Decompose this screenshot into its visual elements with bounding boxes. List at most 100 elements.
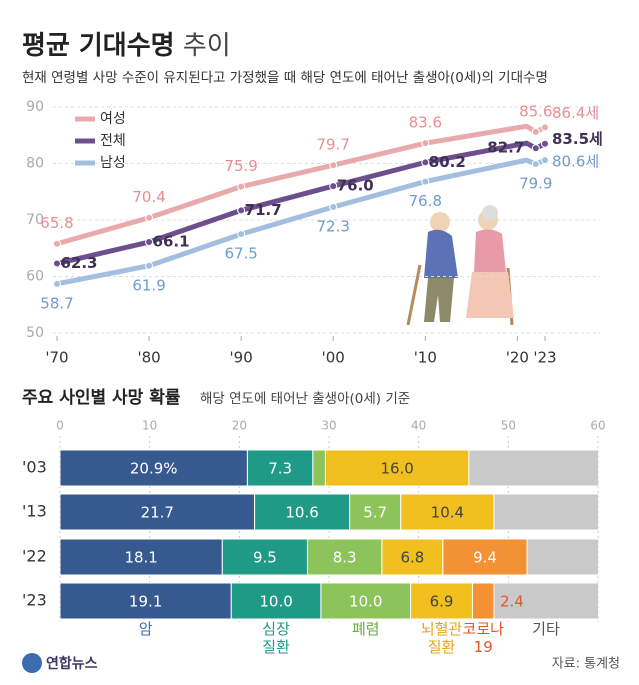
logo: 연합뉴스 bbox=[46, 655, 98, 672]
value-label: 6.9 bbox=[430, 593, 454, 611]
x-tick-label: '23 bbox=[533, 349, 556, 367]
point bbox=[542, 124, 549, 131]
value-label: 71.7 bbox=[245, 201, 282, 219]
illustration bbox=[408, 205, 514, 325]
bar-segment bbox=[469, 450, 639, 486]
value-label: 6.8 bbox=[400, 549, 424, 567]
value-label: 16.0 bbox=[380, 460, 413, 478]
category-label: '03 bbox=[22, 458, 47, 477]
bar-segment bbox=[527, 539, 639, 575]
page: 평균 기대수명 추이 현재 연령별 사망 수준이 유지된다고 가정했을 때 해당… bbox=[0, 0, 639, 685]
value-label: 82.7 bbox=[487, 139, 524, 157]
point bbox=[238, 207, 245, 214]
point bbox=[422, 159, 429, 166]
chart-title: 평균 기대수명 추이 bbox=[22, 31, 231, 61]
x-tick-label: '70 bbox=[45, 349, 68, 367]
y-tick-label: 90 bbox=[26, 99, 44, 115]
subtitle: 현재 연령별 사망 수준이 유지된다고 가정했을 때 해당 연도에 태어난 출생… bbox=[22, 70, 548, 86]
legend-label: 코로나 19 bbox=[463, 620, 504, 656]
value-label: 10.0 bbox=[349, 593, 382, 611]
value-label: 83.5세 bbox=[552, 130, 603, 148]
value-label: 75.9 bbox=[224, 157, 257, 175]
bar-subtitle: 해당 연도에 태어난 출생아(0세) 기준 bbox=[200, 391, 410, 407]
legend-label: 암 bbox=[139, 620, 153, 638]
point bbox=[146, 214, 153, 221]
point bbox=[330, 162, 337, 169]
value-label: 85.6 bbox=[519, 102, 552, 120]
legend-label: 폐렴 bbox=[352, 620, 380, 638]
chart: 평균 기대수명 추이 현재 연령별 사망 수준이 유지된다고 가정했을 때 해당… bbox=[0, 0, 639, 685]
value-label: 76.8 bbox=[409, 192, 442, 210]
value-label: 72.3 bbox=[317, 218, 350, 236]
point bbox=[542, 157, 549, 164]
title-suffix: 추이 bbox=[183, 31, 231, 61]
x-tick-label: 50 bbox=[501, 419, 516, 433]
category-label: '23 bbox=[22, 591, 47, 610]
value-label: 66.1 bbox=[153, 233, 190, 251]
point bbox=[146, 262, 153, 269]
point bbox=[146, 239, 153, 246]
point bbox=[532, 161, 539, 168]
x-tick-label: '20 bbox=[506, 349, 529, 367]
value-label: 20.9% bbox=[130, 460, 178, 478]
category-label: '22 bbox=[22, 547, 47, 566]
value-label: 10.6 bbox=[285, 504, 318, 522]
legend-label: 남성 bbox=[100, 155, 126, 171]
point bbox=[532, 145, 539, 152]
legend-label: 전체 bbox=[100, 133, 126, 149]
y-tick-label: 80 bbox=[26, 156, 44, 172]
x-tick-label: '90 bbox=[230, 349, 253, 367]
bar-segment bbox=[494, 494, 639, 530]
point bbox=[54, 240, 61, 247]
value-label: 62.3 bbox=[60, 254, 97, 272]
logo-mark bbox=[22, 653, 42, 673]
legend-label: 뇌혈관 질환 bbox=[421, 620, 462, 656]
point bbox=[238, 183, 245, 190]
value-label: 70.4 bbox=[132, 188, 165, 206]
series-line bbox=[57, 126, 545, 244]
x-tick-label: '00 bbox=[322, 349, 345, 367]
x-tick-label: 60 bbox=[590, 419, 605, 433]
value-label: 83.6 bbox=[409, 114, 442, 132]
point bbox=[330, 204, 337, 211]
value-label: 18.1 bbox=[124, 549, 157, 567]
point bbox=[422, 140, 429, 147]
value-label: 10.0 bbox=[259, 593, 292, 611]
value-label: 80.6세 bbox=[552, 153, 599, 171]
value-label: 21.7 bbox=[141, 504, 174, 522]
category-label: '13 bbox=[22, 502, 47, 521]
value-label: 76.0 bbox=[337, 177, 374, 195]
y-tick-label: 60 bbox=[26, 269, 44, 285]
point bbox=[54, 280, 61, 287]
value-label: 61.9 bbox=[132, 276, 165, 294]
value-label: 9.4 bbox=[473, 549, 497, 567]
value-label: 10.4 bbox=[431, 504, 464, 522]
title: 평균 기대수명 bbox=[22, 31, 175, 61]
value-label: 80.2 bbox=[429, 153, 466, 171]
x-tick-label: '80 bbox=[137, 349, 160, 367]
point bbox=[330, 183, 337, 190]
point bbox=[422, 178, 429, 185]
value-label: 19.1 bbox=[129, 593, 162, 611]
x-tick-label: 30 bbox=[321, 419, 336, 433]
point bbox=[542, 140, 549, 147]
x-tick-label: 10 bbox=[142, 419, 157, 433]
value-label: 8.3 bbox=[333, 549, 357, 567]
y-tick-label: 50 bbox=[26, 325, 44, 341]
bar-segment bbox=[313, 450, 326, 486]
x-tick-label: '10 bbox=[414, 349, 437, 367]
legend-label: 여성 bbox=[100, 111, 126, 127]
value-label: 79.9 bbox=[519, 175, 552, 193]
value-label: 67.5 bbox=[224, 245, 257, 263]
series-line bbox=[57, 143, 545, 263]
value-label: 65.8 bbox=[40, 214, 73, 232]
value-label: 79.7 bbox=[317, 136, 350, 154]
value-label: 86.4세 bbox=[552, 104, 599, 122]
value-label: 9.5 bbox=[253, 549, 277, 567]
legend-label: 심장 질환 bbox=[262, 620, 290, 656]
x-tick-label: 0 bbox=[56, 419, 64, 433]
bar-segment bbox=[472, 583, 494, 619]
legend-label: 기타 bbox=[532, 620, 560, 638]
point bbox=[238, 231, 245, 238]
bar-title: 주요 사인별 사망 확률 bbox=[22, 388, 181, 408]
